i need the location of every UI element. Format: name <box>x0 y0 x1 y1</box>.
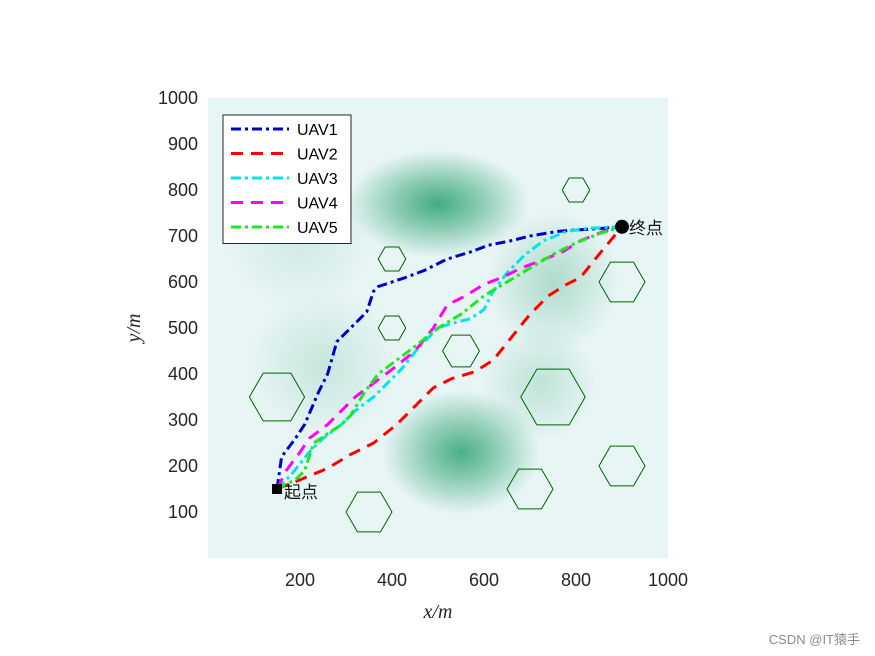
terrain-peaks <box>225 149 620 515</box>
goal-marker <box>615 219 629 234</box>
goal-label: 终点 <box>629 219 663 239</box>
obstacle-hexagon <box>248 372 306 422</box>
series-line-uav4 <box>275 225 623 490</box>
obstacle-hexagon <box>506 468 554 510</box>
legend: UAV1 UAV2 UAV3 UAV4 UAV5 <box>222 114 352 244</box>
obstacle-hexagon <box>520 368 586 426</box>
y-tick-label: 900 <box>168 134 198 154</box>
legend-label: UAV3 <box>297 171 338 188</box>
x-tick-label: 200 <box>285 570 315 590</box>
x-tick-label: 800 <box>561 570 591 590</box>
legend-label: UAV2 <box>297 147 338 164</box>
legend-label: UAV4 <box>297 196 338 213</box>
watermark-text: CSDN @IT猿手 <box>769 632 860 647</box>
series-layer <box>275 225 624 491</box>
terrain-peak <box>486 211 620 353</box>
x-tick-label: 1000 <box>648 570 688 590</box>
y-tick-label: 700 <box>168 226 198 246</box>
obstacle-layer <box>248 177 646 533</box>
series-line-uav1 <box>275 225 623 490</box>
terrain-peak <box>346 149 530 258</box>
terrain-peak <box>248 290 398 440</box>
y-axis-label: y/m <box>123 314 145 345</box>
obstacle-hexagon <box>345 491 393 533</box>
obstacle-hexagon <box>598 445 646 487</box>
x-tick-label: 600 <box>469 570 499 590</box>
series-line-uav2 <box>276 225 624 491</box>
y-tick-label: 800 <box>168 180 198 200</box>
y-tick-label: 200 <box>168 456 198 476</box>
terrain-peak <box>481 325 598 442</box>
marker-layer: 起点 终点 <box>272 219 663 503</box>
y-tick-labels: 100 200 300 400 500 600 700 800 900 1000 <box>158 88 198 522</box>
legend-label: UAV1 <box>297 122 338 139</box>
obstacle-hexagon <box>442 334 480 368</box>
series-line-uav3 <box>275 225 623 491</box>
start-marker <box>272 484 282 494</box>
legend-label: UAV5 <box>297 220 338 237</box>
obstacle-hexagon <box>377 315 407 341</box>
y-tick-label: 300 <box>168 410 198 430</box>
x-tick-labels: 200 400 600 800 1000 <box>285 570 688 590</box>
y-tick-label: 400 <box>168 364 198 384</box>
obstacle-hexagon <box>598 261 646 303</box>
x-tick-label: 400 <box>377 570 407 590</box>
series-line-uav5 <box>276 225 623 491</box>
obstacle-hexagon <box>561 177 591 203</box>
y-tick-label: 600 <box>168 272 198 292</box>
y-tick-label: 1000 <box>158 88 198 108</box>
y-tick-label: 100 <box>168 502 198 522</box>
start-label: 起点 <box>284 483 318 503</box>
y-tick-label: 500 <box>168 318 198 338</box>
obstacle-hexagon <box>377 246 407 272</box>
x-axis-label: x/m <box>423 601 453 623</box>
